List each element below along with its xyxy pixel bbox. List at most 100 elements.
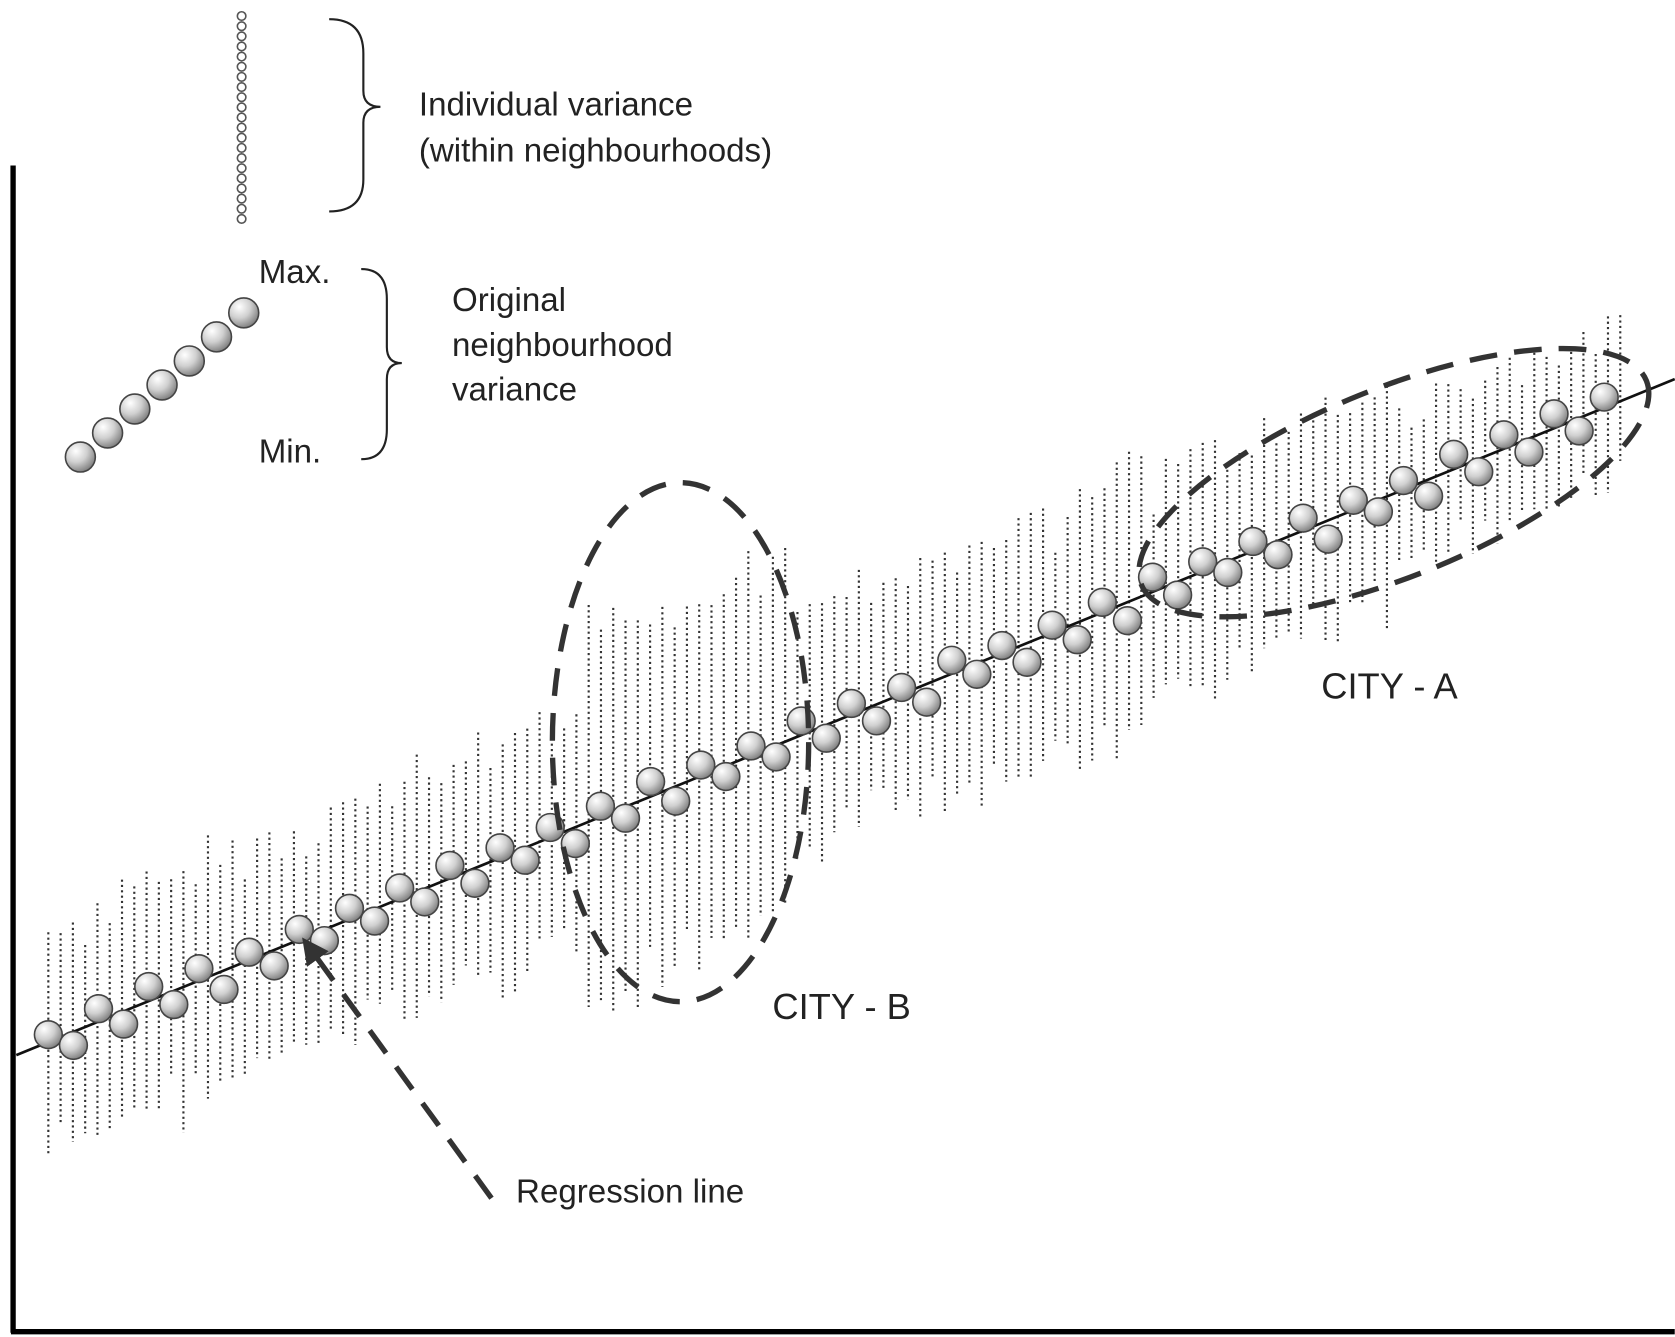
legend-text: Max. (259, 254, 331, 291)
individual-mark (236, 203, 247, 214)
neighbourhood-point (108, 1009, 139, 1039)
neighbourhood-point (58, 1030, 89, 1061)
neighbourhood-point (635, 766, 666, 797)
neighbourhood-point (485, 833, 515, 863)
neighbourhood-point (711, 761, 741, 792)
neighbourhood-point (585, 791, 616, 821)
neighbourhood-point (435, 850, 465, 881)
neighbourhood-point (1112, 605, 1143, 636)
neighbourhood-point (359, 906, 390, 936)
neighbourhood-point (686, 750, 716, 780)
neighbourhood-point (962, 659, 992, 689)
individual-mark (236, 61, 247, 72)
neighbourhood-point (33, 1019, 64, 1050)
neighbourhood-point (1188, 547, 1218, 577)
neighbourhood-point (1288, 503, 1318, 533)
neighbourhood-point (1162, 580, 1193, 610)
neighbourhood-point (1263, 539, 1293, 570)
neighbourhood-point (209, 974, 239, 1005)
individual-mark (236, 81, 247, 93)
legend-text: variance (452, 372, 577, 409)
regression-pointer (302, 937, 494, 1200)
neighbourhood-point (410, 887, 440, 917)
neighbourhood-point (811, 723, 841, 753)
neighbourhood-point (259, 951, 289, 981)
neighbourhood-point (1388, 465, 1419, 496)
neighbourhood-point (1539, 399, 1569, 429)
neighbourhood-point (911, 687, 942, 717)
pointer-label: Regression line (516, 1174, 744, 1211)
legend-text: neighbourhood (452, 327, 673, 364)
neighbourhood-point (510, 845, 540, 875)
neighbourhood-point (1238, 526, 1268, 557)
neighbourhood-mark (119, 393, 151, 425)
individual-mark (236, 122, 247, 133)
individual-legend-marks (64, 10, 260, 473)
neighbourhood-point (1413, 481, 1444, 511)
neighbourhood-point (610, 803, 641, 833)
legend-text: Min. (259, 434, 322, 471)
neighbourhood-points (33, 382, 1619, 1061)
neighbourhood-point (937, 645, 967, 675)
neighbourhood-point (159, 989, 189, 1020)
neighbourhood-point (334, 893, 365, 923)
individual-mark (236, 10, 247, 22)
individual-mark (236, 71, 247, 82)
individual-mark (236, 92, 247, 103)
city-a-ellipse (1136, 345, 1652, 620)
neighbourhood-point (1438, 439, 1469, 470)
neighbourhood-point (1464, 457, 1494, 487)
individual-mark (236, 21, 247, 32)
individual-mark (236, 102, 247, 113)
regression-line (15, 377, 1675, 1057)
neighbourhood-point (1313, 524, 1343, 554)
neighbourhood-point (1489, 420, 1519, 450)
neighbourhood-point (1012, 647, 1042, 677)
neighbourhood-point (83, 994, 114, 1024)
legend-text: Original (452, 282, 566, 319)
neighbourhood-point (309, 925, 340, 956)
legend-text: Individual variance (419, 87, 693, 124)
neighbourhood-point (460, 868, 490, 898)
neighbourhood-mark (146, 369, 178, 401)
neighbourhood-point (1589, 382, 1619, 412)
neighbourhood-point (736, 731, 766, 761)
individual-mark (236, 193, 247, 204)
neighbourhood-point (1037, 610, 1067, 640)
neighbourhood-mark (200, 321, 233, 353)
neighbourhood-point (1514, 437, 1544, 467)
individual-mark (236, 41, 247, 52)
neighbourhood-point (284, 914, 314, 945)
city-label: CITY - A (1321, 665, 1458, 706)
neighbourhood-point (836, 688, 867, 719)
individual-mark (236, 142, 247, 153)
neighbourhood-mark (173, 345, 206, 377)
individual-mark (236, 51, 247, 62)
individual-mark (236, 132, 247, 143)
individual-mark (236, 112, 247, 123)
neighbourhood-point (384, 873, 415, 903)
individual-mark (236, 31, 247, 42)
legend-text: (within neighbourhoods) (419, 132, 772, 169)
neighbourhood-mark (91, 417, 124, 449)
neighbourhood-point (1338, 485, 1368, 515)
neighbourhood-point (234, 937, 264, 967)
neighbourhood-point (134, 971, 164, 1002)
neighbourhood-point (1087, 587, 1118, 618)
neighbourhood-point (987, 630, 1017, 661)
neighbourhood-point (1363, 497, 1394, 527)
individual-mark (236, 173, 247, 184)
individual-mark (236, 183, 247, 194)
neighbourhood-mark (228, 297, 260, 329)
neighbourhood-point (1137, 562, 1168, 592)
city-b-ellipse (549, 480, 812, 1005)
neighbourhood-point (1062, 625, 1092, 655)
individual-mark (236, 152, 247, 164)
neighbourhood-point (1213, 557, 1243, 588)
neighbourhood-point (560, 828, 591, 859)
neighbourhood-point (184, 953, 214, 984)
neighbourhood-point (761, 742, 791, 772)
neighbourhood-point (861, 706, 892, 736)
brace (329, 18, 381, 213)
